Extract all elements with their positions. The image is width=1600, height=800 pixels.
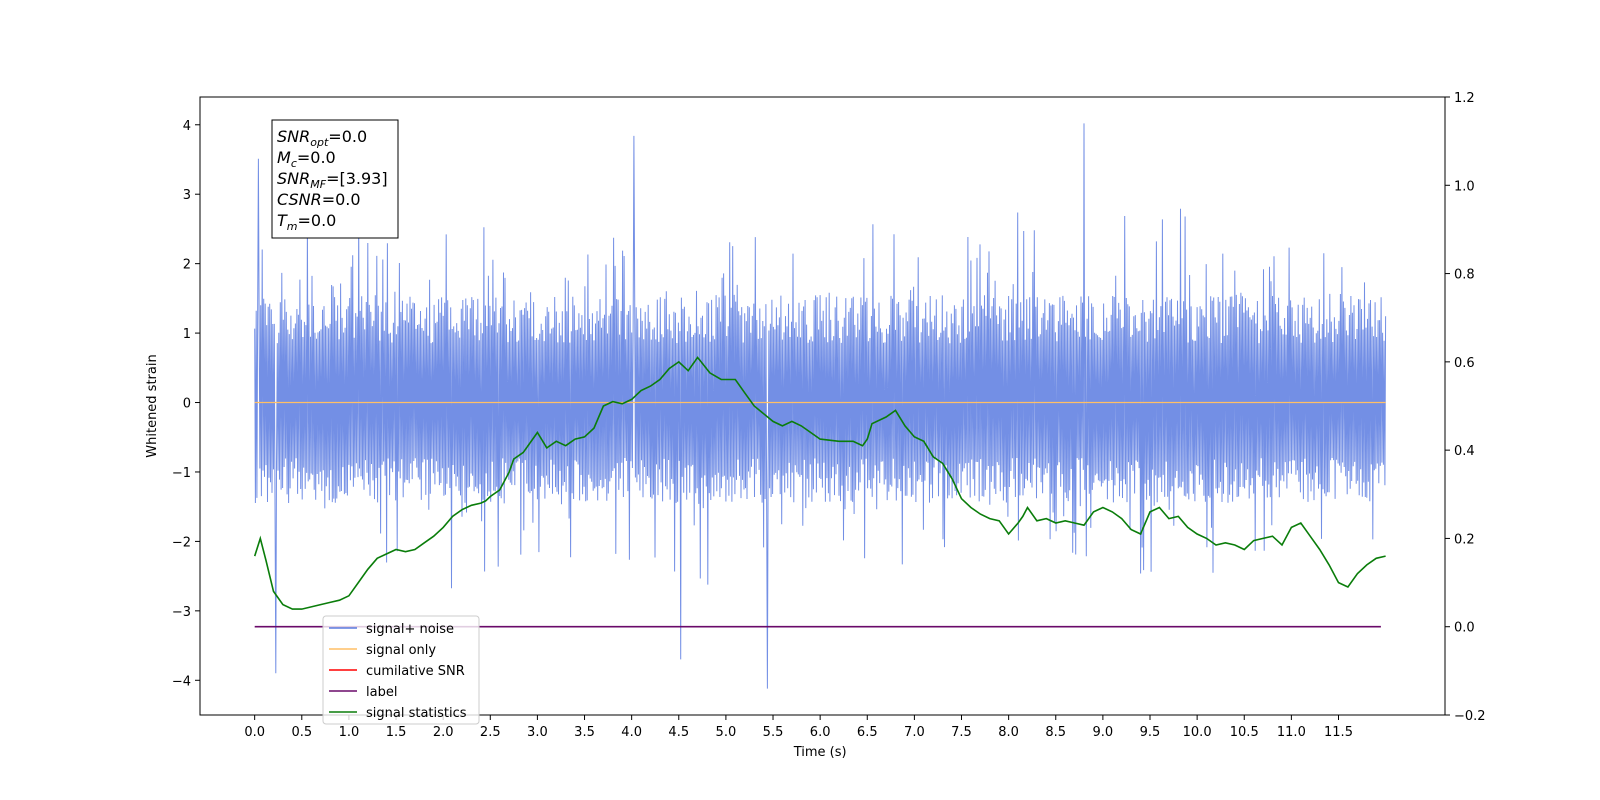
y-axis-label: Whitened strain	[145, 354, 160, 457]
x-tick-label: 10.0	[1183, 725, 1212, 740]
x-tick-label: 10.5	[1230, 725, 1259, 740]
x-axis: 0.0 0.5 1.0 1.5 2.0 2.5 3.0 3.5 4.0 4.5 5.0 5.5 6.0 6…	[244, 715, 1353, 740]
y-tick-label: −2	[172, 535, 191, 550]
y-tick-label: 3	[183, 188, 191, 203]
x-tick-label: 0.0	[244, 725, 265, 740]
plot-area	[253, 123, 1387, 689]
annotation-symbol: CSNR	[277, 190, 322, 209]
annotation-value: =[3.93]	[326, 169, 388, 188]
legend: signal+ noise signal only cumilative SNR la…	[322, 615, 480, 725]
y-tick-label: −1	[172, 466, 191, 481]
x-tick-label: 7.0	[904, 725, 925, 740]
y-axis-left: 4 3 2 1 0 −1 −2 −3 −4	[172, 119, 200, 689]
x-tick-label: 5.0	[716, 725, 737, 740]
legend-label-label: label	[366, 685, 397, 700]
x-tick-label: 3.5	[574, 725, 595, 740]
x-tick-label: 7.5	[951, 725, 972, 740]
y2-tick-label: 0.6	[1454, 356, 1475, 371]
y-axis-right: 1.2 1.0 0.8 0.6 0.4 0.2 0.0 −0.2	[1445, 91, 1486, 724]
annotation-value: =0.0	[297, 148, 336, 167]
y-tick-label: 4	[183, 119, 191, 134]
x-tick-label: 9.5	[1140, 725, 1161, 740]
annotation-symbol: T	[277, 211, 288, 230]
x-tick-label: 8.0	[998, 725, 1019, 740]
annotation-line: CSNR=0.0	[277, 190, 361, 209]
annotation-line: SNRopt=0.0	[277, 127, 367, 149]
x-tick-label: 8.5	[1045, 725, 1066, 740]
y-tick-label: 1	[183, 327, 191, 342]
annotation-subscript: MF	[310, 178, 326, 191]
legend-frame	[322, 615, 480, 725]
x-tick-label: 0.5	[291, 725, 312, 740]
x-tick-label: 5.5	[763, 725, 784, 740]
axes-frame	[199, 96, 1446, 716]
annotation-value: =0.0	[298, 211, 337, 230]
x-tick-label: 6.0	[810, 725, 831, 740]
legend-label-cumilative-snr: cumilative SNR	[366, 664, 465, 679]
signal-statistics-line	[253, 356, 1386, 610]
y-tick-label: 0	[183, 397, 191, 412]
y2-tick-label: 1.2	[1454, 91, 1475, 106]
x-tick-label: 11.0	[1277, 725, 1306, 740]
y2-tick-label: −0.2	[1454, 709, 1486, 724]
y2-tick-label: 0.2	[1454, 532, 1475, 547]
annotation-value: =0.0	[328, 127, 367, 146]
x-tick-label: 9.0	[1093, 725, 1114, 740]
annotation-subscript: opt	[310, 136, 329, 149]
legend-label-signal-statistics: signal statistics	[366, 706, 467, 721]
legend-label-signal-noise: signal+ noise	[366, 622, 454, 637]
signal-noise-line	[254, 123, 1387, 689]
annotation-line: Mc=0.0	[277, 148, 336, 170]
y2-tick-label: 1.0	[1454, 179, 1475, 194]
x-tick-label: 11.5	[1324, 725, 1353, 740]
annotation-line: SNRMF=[3.93]	[277, 169, 388, 191]
legend-label-signal-only: signal only	[366, 643, 436, 658]
x-tick-label: 2.0	[433, 725, 454, 740]
x-tick-label: 2.5	[480, 725, 501, 740]
annotation-value: =0.0	[322, 190, 361, 209]
annotation-subscript: c	[291, 157, 297, 170]
signal-noise-series	[254, 123, 1387, 689]
annotation-box: SNRopt=0.0Mc=0.0SNRMF=[3.93]CSNR=0.0Tm=0…	[271, 119, 399, 239]
annotation-symbol: M	[277, 148, 291, 167]
annotation-subscript: m	[287, 220, 298, 233]
annotation-symbol: SNR	[277, 169, 310, 188]
x-tick-label: 6.5	[857, 725, 878, 740]
x-axis-label: Time (s)	[793, 745, 847, 760]
x-tick-label: 3.0	[527, 725, 548, 740]
annotation-symbol: SNR	[277, 127, 310, 146]
x-tick-label: 1.0	[339, 725, 360, 740]
annotation-frame	[271, 119, 399, 239]
y-tick-label: −4	[172, 674, 191, 689]
y2-tick-label: 0.0	[1454, 621, 1475, 636]
y2-tick-label: 0.8	[1454, 268, 1475, 283]
y-tick-label: −3	[172, 605, 191, 620]
x-tick-label: 4.0	[621, 725, 642, 740]
x-tick-label: 4.5	[668, 725, 689, 740]
x-tick-label: 1.5	[386, 725, 407, 740]
annotation-line: Tm=0.0	[277, 211, 336, 233]
y2-tick-label: 0.4	[1454, 444, 1475, 459]
y-tick-label: 2	[183, 258, 191, 273]
